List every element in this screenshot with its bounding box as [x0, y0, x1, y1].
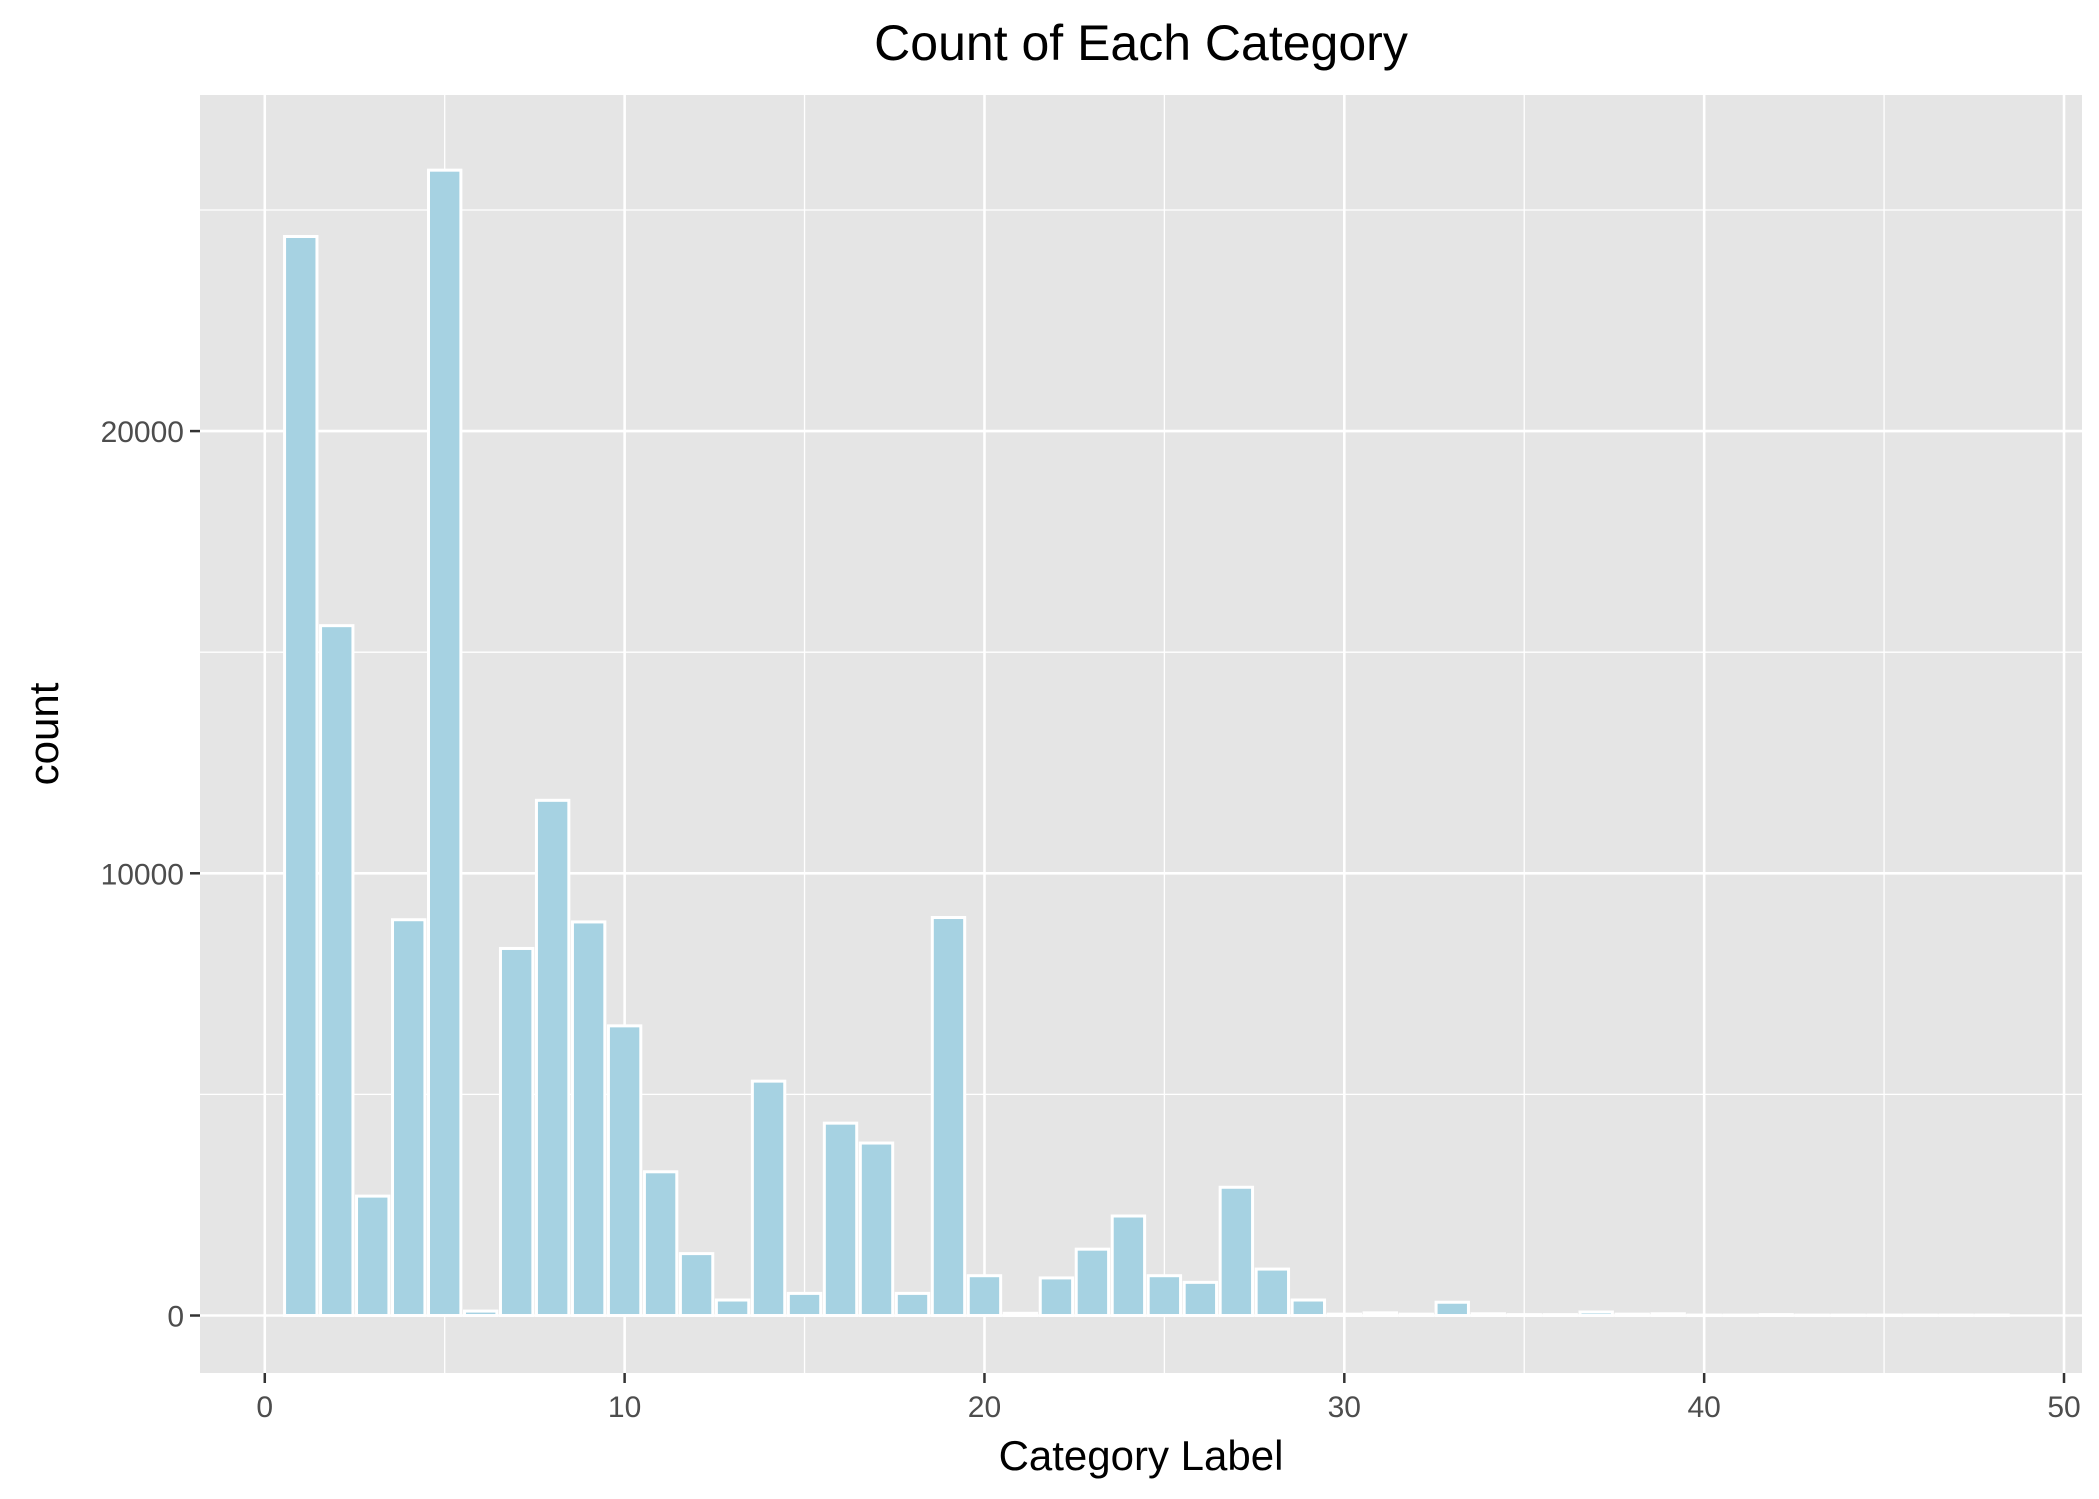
bar-9 [570, 920, 607, 1318]
bar-41 [1722, 1313, 1758, 1318]
bar-29 [1290, 1298, 1327, 1318]
bar-37 [1578, 1310, 1614, 1318]
bars [283, 168, 2010, 1318]
axis-ticks: 0 10 20 30 40 50 0 10000 20000 [101, 416, 2081, 1424]
bar-23 [1074, 1247, 1111, 1318]
bar-26 [1182, 1280, 1219, 1318]
bar-17 [858, 1141, 895, 1318]
x-tick-label: 10 [608, 1391, 641, 1424]
x-tick-label: 50 [2047, 1391, 2080, 1424]
bar-40 [1686, 1313, 1722, 1318]
bar-31 [1362, 1311, 1398, 1318]
bar-44 [1830, 1313, 1866, 1318]
x-tick-label: 20 [968, 1391, 1001, 1424]
bar-8 [534, 798, 571, 1318]
bar-13 [714, 1298, 751, 1318]
y-tick-label: 20000 [101, 416, 184, 449]
bar-39 [1650, 1312, 1686, 1318]
bar-33 [1434, 1300, 1470, 1318]
bar-47 [1938, 1313, 1974, 1318]
bar-25 [1146, 1274, 1183, 1318]
y-axis-label: count [20, 682, 67, 785]
bar-11 [642, 1170, 679, 1318]
bar-42 [1758, 1313, 1794, 1318]
bar-6 [462, 1309, 499, 1318]
bar-16 [822, 1121, 859, 1318]
chart-title: Count of Each Category [874, 15, 1408, 71]
bar-36 [1542, 1313, 1578, 1318]
bar-2 [319, 624, 355, 1318]
bar-43 [1794, 1313, 1830, 1318]
x-axis-label: Category Label [999, 1432, 1284, 1479]
bar-38 [1614, 1312, 1650, 1318]
y-tick-label: 0 [167, 1301, 184, 1334]
bar-46 [1902, 1313, 1938, 1318]
bar-45 [1866, 1313, 1902, 1318]
bar-20 [966, 1274, 1003, 1318]
bar-18 [894, 1291, 931, 1318]
bar-35 [1506, 1313, 1542, 1318]
bar-30 [1326, 1312, 1363, 1318]
bar-34 [1470, 1312, 1506, 1318]
bar-14 [750, 1079, 787, 1318]
bar-27 [1218, 1185, 1255, 1318]
bar-22 [1038, 1276, 1075, 1318]
x-tick-label: 40 [1687, 1391, 1720, 1424]
bar-15 [786, 1291, 823, 1318]
y-tick-label: 10000 [101, 858, 184, 891]
bar-24 [1110, 1214, 1147, 1318]
bar-4 [391, 918, 427, 1318]
bar-21 [1002, 1311, 1039, 1318]
x-tick-label: 30 [1328, 1391, 1361, 1424]
bar-10 [606, 1024, 643, 1318]
x-tick-label: 0 [256, 1391, 273, 1424]
bar-1 [283, 235, 319, 1318]
bar-32 [1398, 1312, 1434, 1318]
bar-19 [930, 916, 967, 1318]
plot-panel [200, 95, 2082, 1373]
bar-12 [678, 1252, 715, 1318]
bar-28 [1254, 1267, 1291, 1318]
bar-48 [1974, 1313, 2010, 1318]
bar-3 [355, 1194, 391, 1318]
bar-7 [498, 946, 535, 1318]
bar-5 [427, 168, 463, 1318]
